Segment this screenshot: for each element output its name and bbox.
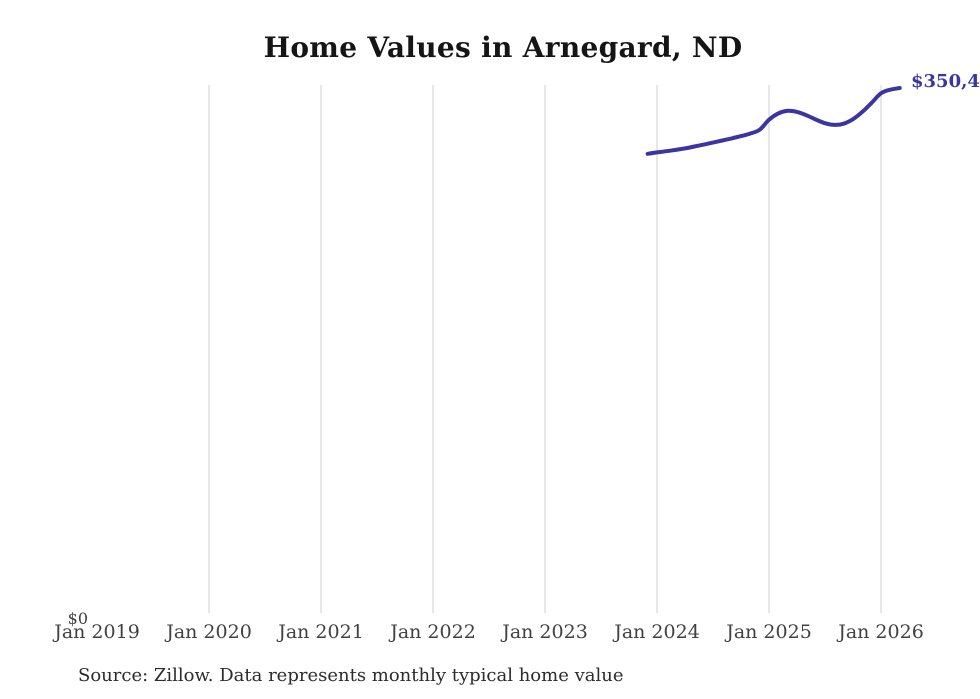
x-tick-label: Jan 2023 — [502, 621, 588, 643]
line-end-value-label: $350,400 — [911, 71, 980, 92]
x-tick-label: Jan 2025 — [726, 621, 812, 643]
x-tick-label: Jan 2026 — [838, 621, 924, 643]
y-axis-zero-label: $0 — [67, 609, 88, 628]
home-value-line — [645, 86, 902, 156]
x-tick-label: Jan 2021 — [278, 621, 364, 643]
x-tick-label: Jan 2019 — [54, 621, 140, 643]
x-tick-label: Jan 2022 — [390, 621, 476, 643]
x-tick-label: Jan 2024 — [614, 621, 700, 643]
x-tick-label: Jan 2020 — [166, 621, 252, 643]
chart-title: Home Values in Arnegard, ND — [263, 31, 743, 64]
source-note: Source: Zillow. Data represents monthly … — [78, 665, 624, 686]
